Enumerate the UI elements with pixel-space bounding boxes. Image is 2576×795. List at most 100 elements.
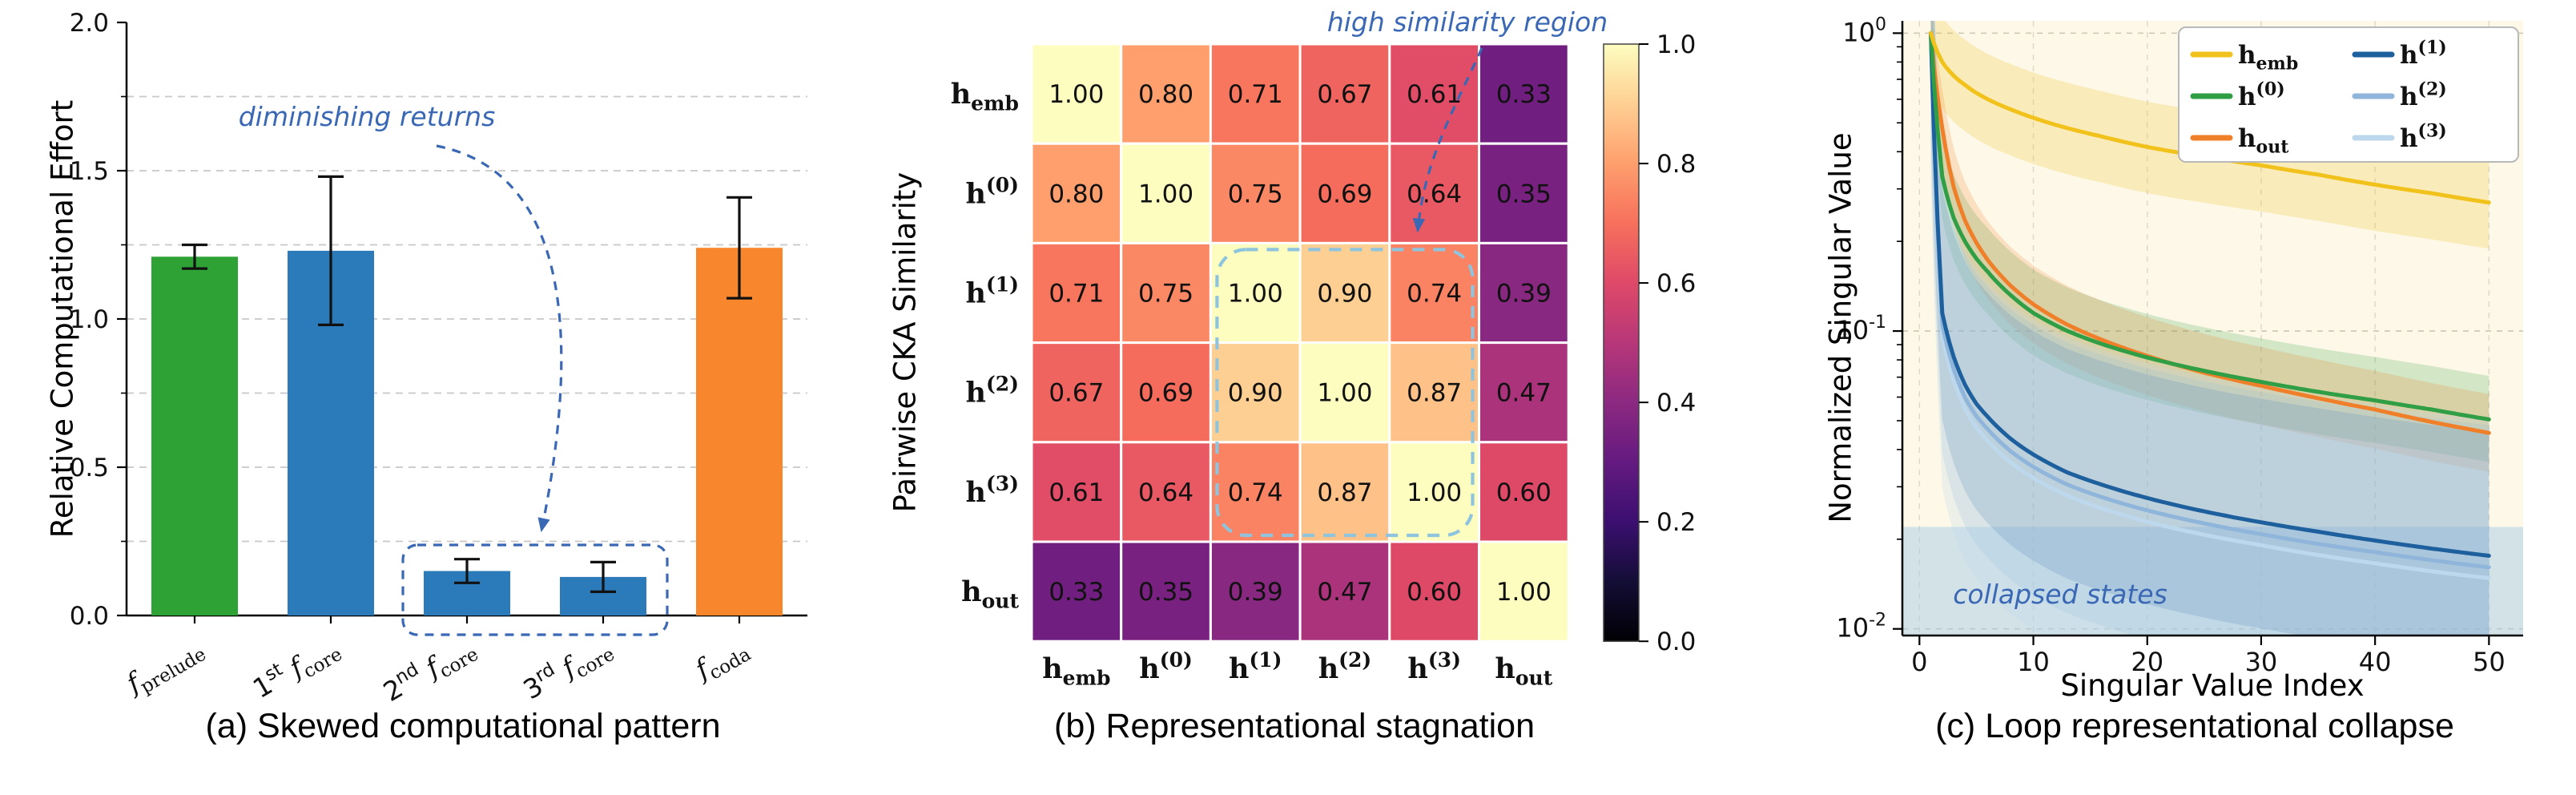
svg-text:h(1): h(1) [1229, 648, 1282, 685]
svg-text:1.00: 1.00 [1228, 280, 1283, 309]
heatmap-cell-5-0 [1030, 540, 1123, 643]
heatmap-cell-3-2 [1209, 341, 1302, 444]
svg-text:0.33: 0.33 [1049, 578, 1104, 607]
heatmap-cell-4-1 [1120, 441, 1212, 543]
heatmap-cell-2-5 [1478, 241, 1570, 345]
svg-text:40: 40 [2359, 647, 2392, 677]
caption-b: (b) Representational stagnation [1054, 707, 1535, 745]
heatmap-cell-4-3 [1298, 441, 1391, 543]
svg-text:0.60: 0.60 [1496, 478, 1552, 507]
panel-b-heatmap: 1.00 0.80 0.71 0.67 0.61 0.33 0.80 1.00 0.75 0.69… [951, 30, 1697, 690]
svg-text:2nd fcore: 2nd fcore [377, 629, 482, 712]
svg-text:0: 0 [1911, 647, 1927, 677]
svg-text:20: 20 [2131, 647, 2163, 677]
svg-text:h(0): h(0) [965, 173, 1019, 210]
svg-text:h(1): h(1) [965, 273, 1019, 310]
svg-text:50: 50 [2473, 647, 2506, 677]
heatmap-cell-0-2 [1209, 42, 1302, 145]
svg-text:0.39: 0.39 [1228, 578, 1283, 607]
svg-text:1.00: 1.00 [1138, 180, 1193, 208]
annotation-high-similarity-region: high similarity region [1326, 6, 1608, 38]
svg-text:h(0): h(0) [2238, 79, 2285, 111]
svg-text:h(2): h(2) [1318, 648, 1372, 685]
svg-text:0.67: 0.67 [1049, 379, 1104, 408]
bar-f_coda [696, 248, 783, 615]
svg-text:0.64: 0.64 [1138, 478, 1193, 507]
heatmap-cell-5-2 [1209, 540, 1302, 643]
heatmap-cell-3-1 [1120, 341, 1212, 444]
svg-text:1.00: 1.00 [1496, 578, 1552, 607]
bar-f_prelude [151, 256, 238, 615]
heatmap-cell-3-3 [1298, 341, 1391, 444]
svg-text:0.90: 0.90 [1228, 379, 1283, 408]
heatmap-cell-4-0 [1030, 441, 1123, 543]
svg-text:fcoda: fcoda [688, 631, 755, 690]
svg-text:1.5: 1.5 [70, 157, 109, 186]
svg-text:0.75: 0.75 [1138, 280, 1193, 309]
svg-text:3rd fcore: 3rd fcore [517, 629, 618, 709]
svg-text:10-1: 10-1 [1836, 313, 1886, 345]
annotation-diminishing-returns: diminishing returns [238, 101, 496, 132]
ylabel-b: Pairwise CKA Similarity [888, 172, 923, 513]
legend: hemb h(0) hout h(1) h(2) h(3) [2178, 26, 2519, 163]
svg-text:0.2: 0.2 [1656, 508, 1696, 537]
svg-text:30: 30 [2245, 647, 2278, 677]
svg-text:0.67: 0.67 [1317, 80, 1372, 109]
svg-text:1.0: 1.0 [1656, 30, 1696, 59]
svg-text:0.80: 0.80 [1049, 180, 1104, 208]
series-band-h0 [1930, 21, 2489, 462]
svg-text:hemb: hemb [1042, 652, 1110, 689]
svg-text:h(3): h(3) [1407, 648, 1461, 685]
heatmap-cell-2-0 [1030, 241, 1123, 345]
svg-text:0.60: 0.60 [1407, 578, 1462, 607]
heatmap-cell-0-3 [1298, 42, 1391, 145]
svg-text:0.0: 0.0 [70, 602, 109, 631]
svg-text:h(1): h(1) [2400, 38, 2447, 70]
svg-text:2.0: 2.0 [70, 9, 109, 38]
svg-text:hemb: hemb [2238, 41, 2298, 74]
svg-text:0.64: 0.64 [1407, 180, 1462, 208]
svg-text:0.69: 0.69 [1138, 379, 1193, 408]
svg-text:0.33: 0.33 [1496, 80, 1552, 109]
heatmap-cell-3-0 [1030, 341, 1123, 444]
svg-text:0.75: 0.75 [1228, 180, 1283, 208]
svg-text:0.39: 0.39 [1496, 280, 1552, 309]
series-band-h2 [1930, 21, 2489, 636]
annotation-arrow-b [1412, 47, 1483, 233]
heatmap-cell-5-1 [1120, 540, 1212, 643]
heatmap-cell-5-3 [1298, 540, 1391, 643]
svg-text:0.61: 0.61 [1407, 80, 1462, 109]
ylabel-a: Relative Computational Effort [45, 99, 80, 539]
svg-text:0.6: 0.6 [1656, 269, 1696, 298]
series-line-h1 [1929, 30, 2491, 558]
heatmap-cell-0-4 [1388, 42, 1480, 145]
svg-text:0.35: 0.35 [1138, 578, 1193, 607]
svg-text:1.00: 1.00 [1317, 379, 1372, 408]
svg-text:h(2): h(2) [965, 373, 1019, 410]
highlight-box-diminishing-returns [401, 543, 669, 636]
caption-a: (a) Skewed computational pattern [205, 707, 721, 745]
svg-text:fprelude: fprelude [119, 631, 210, 704]
svg-text:0.71: 0.71 [1228, 80, 1283, 109]
heatmap-cell-4-5 [1478, 441, 1570, 543]
heatmap-cell-5-5 [1478, 540, 1570, 643]
series-line-h2 [1929, 30, 2491, 570]
annotation-arrow-a [436, 144, 563, 533]
heatmap-cell-3-4 [1388, 341, 1480, 444]
svg-text:0.5: 0.5 [70, 454, 109, 482]
heatmap-cell-5-4 [1388, 540, 1480, 643]
colorbar [1603, 43, 1640, 642]
svg-text:0.47: 0.47 [1317, 578, 1372, 607]
highlight-box-high-similarity [1215, 248, 1475, 538]
panel-c-line-chart: 0 10 20 30 40 50 100 10-1 10-2 hemb h(0) hout h(1) h(… [1836, 14, 2523, 677]
heatmap-cell-2-4 [1388, 241, 1480, 345]
series-line-h0 [1929, 30, 2491, 422]
svg-text:10: 10 [2017, 647, 2050, 677]
svg-text:hout: hout [961, 575, 1019, 612]
svg-text:0.80: 0.80 [1138, 80, 1193, 109]
svg-text:h(3): h(3) [965, 472, 1019, 509]
svg-text:hout: hout [2238, 124, 2289, 157]
svg-text:h(3): h(3) [2400, 121, 2447, 153]
svg-text:0.74: 0.74 [1228, 478, 1283, 507]
svg-text:1.0: 1.0 [70, 305, 109, 334]
